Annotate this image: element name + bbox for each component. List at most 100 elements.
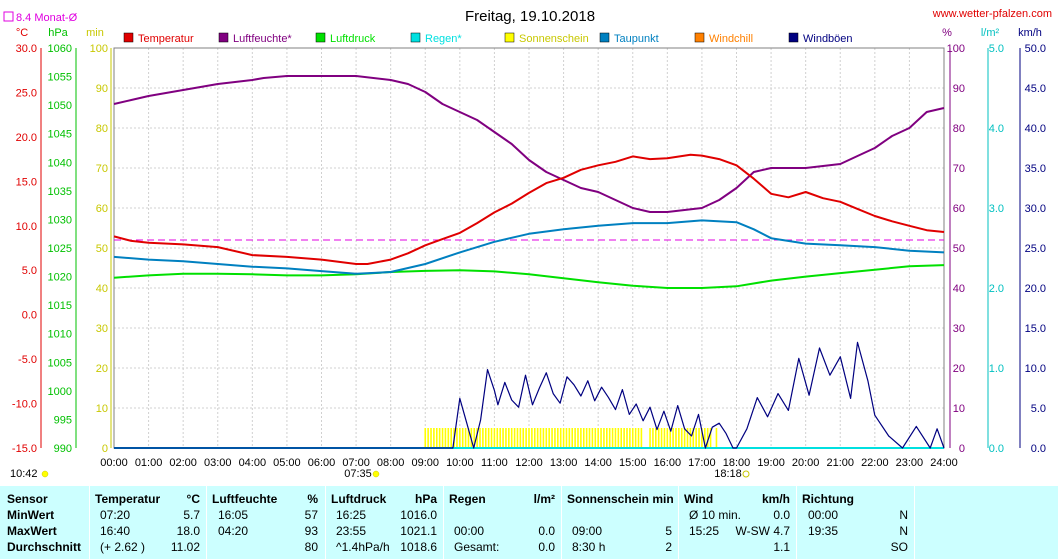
- tick-time: 11:00: [481, 457, 508, 469]
- tick-humidity_ticks: 80: [953, 123, 965, 135]
- legend-label-7: Windböen: [803, 33, 853, 45]
- legend-swatch-6: [694, 32, 705, 43]
- col-divider: [678, 486, 679, 559]
- col-divider: [206, 486, 207, 559]
- header-temperature: Temperatur: [95, 492, 161, 506]
- stat-cell-hum-time: 04:20: [218, 524, 249, 538]
- legend-swatch-2: [315, 32, 326, 43]
- weather-chart: Freitag, 19.10.2018 www.wetter-pfalzen.c…: [3, 8, 1052, 480]
- sunrise-label: 07:35: [344, 468, 372, 480]
- header-direction: Richtung: [802, 492, 854, 506]
- col-divider: [914, 486, 915, 559]
- stat-cell-dir-val: SO: [890, 540, 908, 554]
- legend-label-3: Regen*: [425, 33, 462, 45]
- header-sensor: Sensor: [7, 492, 48, 506]
- stat-row-label: Durchschnitt: [7, 540, 82, 554]
- stat-cell-wind-val: 0.0: [773, 508, 790, 522]
- legend-label-1: Luftfeuchte*: [233, 33, 292, 45]
- tick-time: 03:00: [204, 457, 232, 469]
- tick-temp_ticks: -10.0: [12, 399, 37, 411]
- axis-labels: 30.0 25.0 20.0 15.0 10.0 5.0 0.0 -5.0 -10.0 -15.0…: [12, 43, 1046, 469]
- tick-pressure_ticks: 1050: [48, 100, 72, 112]
- legend-swatch-5: [599, 32, 610, 43]
- legend-label-0: Temperatur: [138, 33, 194, 45]
- stat-cell-press-time: 16:25: [336, 508, 367, 522]
- tick-temp_ticks: 5.0: [22, 265, 37, 277]
- tick-temp_ticks: 25.0: [16, 87, 37, 99]
- stat-row-label: MaxWert: [7, 524, 57, 538]
- tick-rain_ticks: 5.0: [989, 43, 1004, 55]
- tick-wind_ticks: 5.0: [1031, 403, 1046, 415]
- tick-time: 04:00: [239, 457, 267, 469]
- tick-time: 09:00: [411, 457, 439, 469]
- stat-cell-temp-val: 18.0: [176, 524, 200, 538]
- sunrise-sun-icon: [372, 470, 380, 478]
- legend-swatch-3: [410, 32, 421, 43]
- tick-humidity_ticks: 50: [953, 243, 965, 255]
- stat-cell-wind-time: 15:25: [689, 524, 720, 538]
- tick-humidity_ticks: 40: [953, 283, 965, 295]
- tick-sun_ticks: 10: [96, 403, 108, 415]
- unit-rain: l/m²: [981, 27, 1000, 39]
- legend-label-2: Luftdruck: [330, 33, 376, 45]
- tick-time: 24:00: [930, 457, 958, 469]
- tick-pressure_ticks: 990: [54, 443, 72, 455]
- tick-wind_ticks: 10.0: [1025, 363, 1046, 375]
- tick-sun_ticks: 30: [96, 323, 108, 335]
- header-wind-unit: km/h: [761, 492, 790, 506]
- legend-label-6: Windchill: [709, 33, 753, 45]
- header-pressure: Luftdruck: [331, 492, 387, 506]
- tick-sun_ticks: 100: [90, 43, 108, 55]
- tick-time: 23:00: [896, 457, 924, 469]
- tick-sun_ticks: 90: [96, 83, 108, 95]
- stat-cell-temp-time: 07:20: [100, 508, 131, 522]
- tick-pressure_ticks: 1025: [48, 243, 72, 255]
- tick-pressure_ticks: 1055: [48, 72, 72, 84]
- tick-sun_ticks: 40: [96, 283, 108, 295]
- tick-temp_ticks: -5.0: [18, 354, 37, 366]
- legend-swatch-4: [504, 32, 515, 43]
- tick-humidity_ticks: 20: [953, 363, 965, 375]
- statistics-table: Sensor Temperatur °C Luftfeuchte % Luftd…: [0, 486, 1058, 559]
- tick-time: 17:00: [688, 457, 716, 469]
- tick-time: 00:00: [100, 457, 128, 469]
- tick-time: 05:00: [273, 457, 301, 469]
- stat-cell-wind-val: 1.1: [773, 540, 790, 554]
- tick-temp_ticks: 0.0: [22, 310, 37, 322]
- tick-wind_ticks: 50.0: [1025, 43, 1046, 55]
- tick-time: 02:00: [169, 457, 197, 469]
- sunset-label: 18:18: [714, 468, 742, 480]
- tick-time: 19:00: [757, 457, 785, 469]
- tick-temp_ticks: 30.0: [16, 43, 37, 55]
- stat-cell-hum-val: 57: [304, 508, 318, 522]
- tick-pressure_ticks: 1010: [48, 329, 72, 341]
- stat-cell-rain-time: Gesamt:: [454, 540, 500, 554]
- tick-pressure_ticks: 1060: [48, 43, 72, 55]
- tick-wind_ticks: 35.0: [1025, 163, 1046, 175]
- tick-pressure_ticks: 1020: [48, 272, 72, 284]
- tick-sun_ticks: 70: [96, 163, 108, 175]
- stat-cell-temp-val: 11.02: [170, 540, 200, 554]
- tick-pressure_ticks: 1040: [48, 157, 72, 169]
- stat-cell-dir-time: 00:00: [808, 508, 839, 522]
- tick-rain_ticks: 4.0: [989, 123, 1004, 135]
- series-temperatur-line: [113, 153, 945, 265]
- tick-time: 01:00: [135, 457, 163, 469]
- stat-cell-wind-time: Ø 10 min.: [689, 508, 742, 522]
- legend-swatch-0: [123, 32, 134, 43]
- stat-cell-wind-val: W-SW 4.7: [735, 524, 790, 538]
- header-rain-unit: l/m²: [533, 492, 555, 506]
- tick-sun_ticks: 50: [96, 243, 108, 255]
- stat-cell-hum-val: 93: [304, 524, 318, 538]
- stat-cell-press-time: 23:55: [336, 524, 367, 538]
- col-divider: [796, 486, 797, 559]
- tick-rain_ticks: 1.0: [989, 363, 1004, 375]
- header-rain: Regen: [449, 492, 486, 506]
- sunset-sun-icon: [742, 470, 750, 478]
- tick-wind_ticks: 25.0: [1025, 243, 1046, 255]
- tick-time: 13:00: [550, 457, 578, 469]
- tick-pressure_ticks: 1045: [48, 129, 72, 141]
- tick-wind_ticks: 15.0: [1025, 323, 1046, 335]
- header-pressure-unit: hPa: [414, 492, 437, 506]
- website-label: www.wetter-pfalzen.com: [932, 8, 1052, 20]
